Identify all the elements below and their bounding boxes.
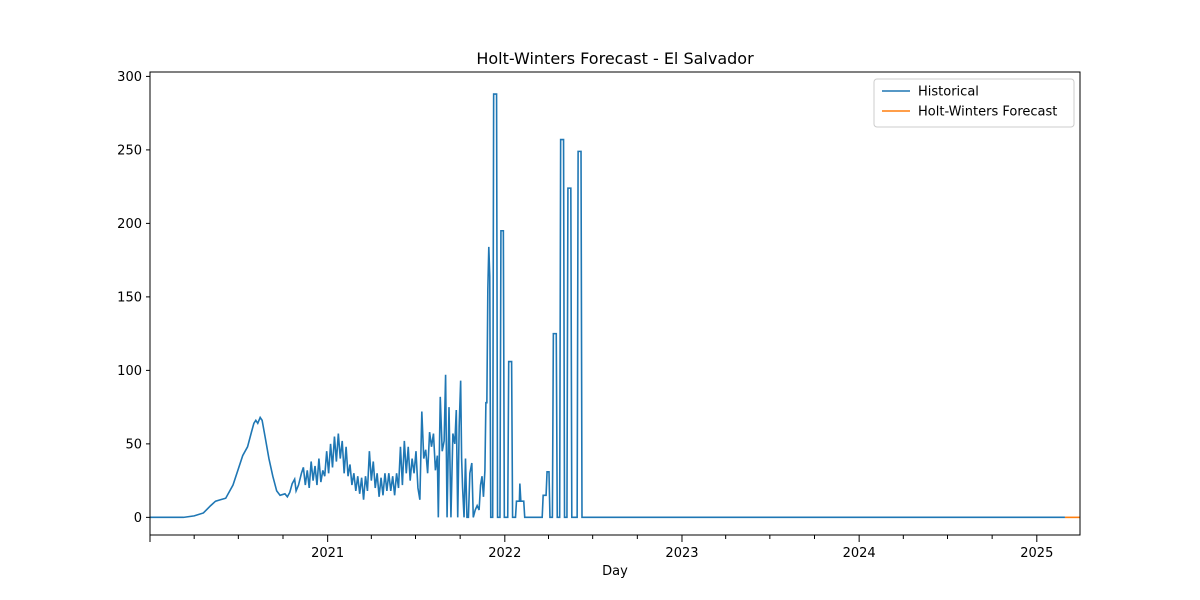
y-tick-label: 100 (117, 364, 142, 379)
legend-label-historical: Historical (918, 85, 979, 100)
legend-label-forecast: Holt-Winters Forecast (918, 105, 1057, 120)
chart-title: Holt-Winters Forecast - El Salvador (476, 49, 754, 68)
y-tick-label: 0 (134, 511, 142, 526)
plot-area: 0 50 100 150 200 250 300 2021 2022 2023 2024 2025 (117, 70, 1081, 561)
series-line-historical (150, 93, 1065, 519)
y-tick-label: 150 (117, 290, 142, 305)
x-tick-label: 2022 (488, 546, 521, 561)
plot-frame (149, 71, 1081, 536)
y-tick-label: 200 (117, 217, 142, 232)
x-tick-label: 2023 (665, 546, 698, 561)
y-tick-label: 50 (125, 437, 142, 452)
x-tick-label: 2021 (311, 546, 344, 561)
x-tick-label: 2024 (843, 546, 876, 561)
y-tick-label: 250 (117, 143, 142, 158)
legend: Historical Holt-Winters Forecast (873, 78, 1075, 128)
x-axis-label: Day (602, 564, 628, 579)
x-tick-label: 2025 (1020, 546, 1053, 561)
y-tick-label: 300 (117, 70, 142, 85)
legend-box (873, 78, 1075, 128)
